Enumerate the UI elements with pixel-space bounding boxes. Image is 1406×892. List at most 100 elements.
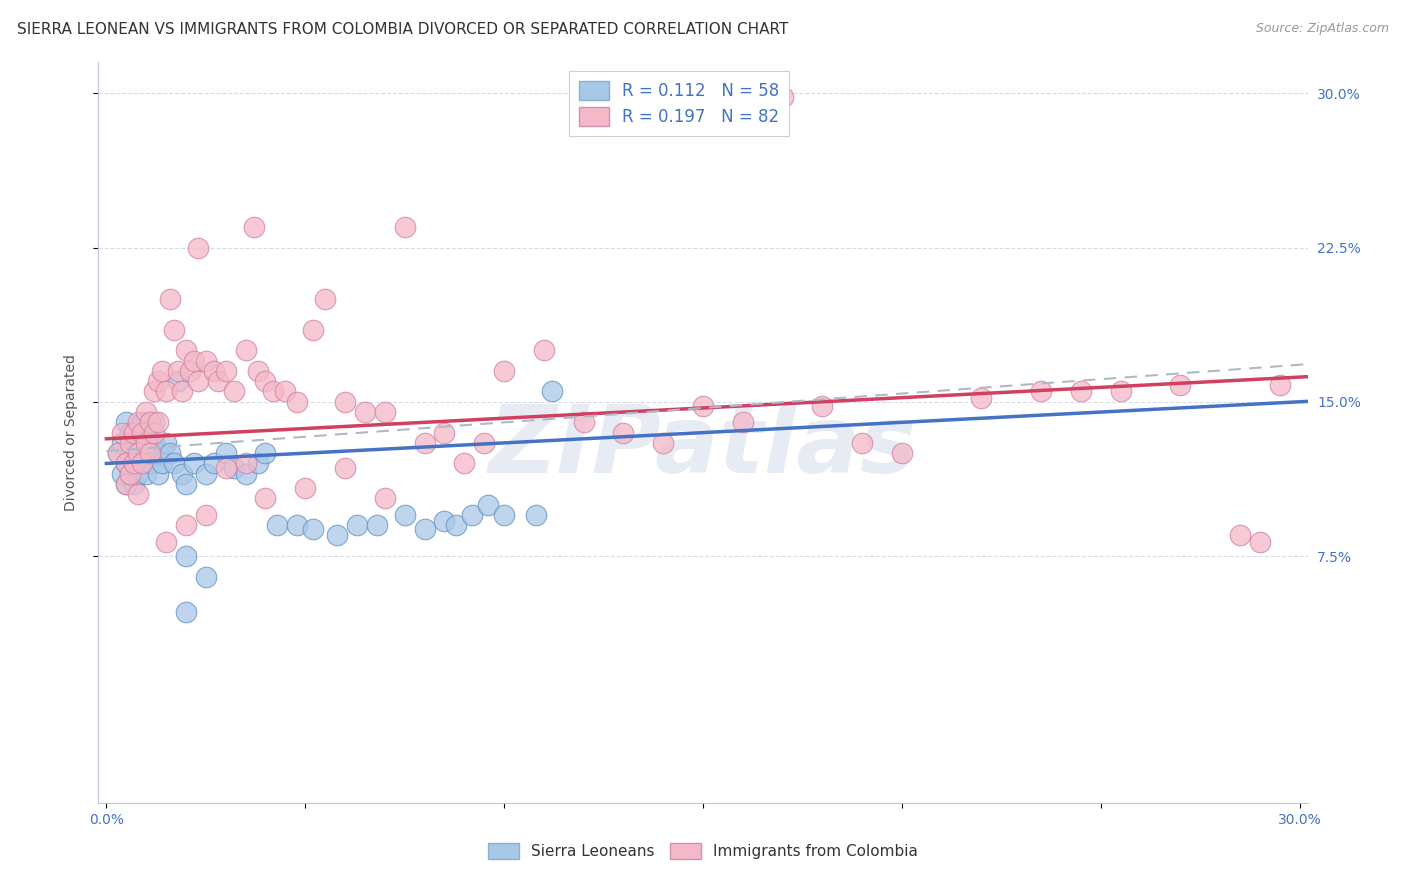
Point xyxy=(143,436,166,450)
Point xyxy=(187,374,209,388)
Point xyxy=(163,457,186,471)
Point xyxy=(772,90,794,104)
Point xyxy=(131,415,153,429)
Point xyxy=(194,508,217,522)
Point xyxy=(222,384,245,399)
Point xyxy=(150,457,173,471)
Point xyxy=(174,605,197,619)
Point xyxy=(1070,384,1092,399)
Point xyxy=(131,457,153,471)
Point xyxy=(194,467,217,481)
Point xyxy=(433,425,456,440)
Point xyxy=(731,415,754,429)
Point xyxy=(326,528,349,542)
Point xyxy=(413,522,436,536)
Point xyxy=(333,460,356,475)
Point xyxy=(127,487,149,501)
Point xyxy=(394,219,416,234)
Point xyxy=(115,477,138,491)
Point xyxy=(159,292,181,306)
Point xyxy=(143,384,166,399)
Point xyxy=(174,518,197,533)
Point xyxy=(120,467,142,481)
Point xyxy=(174,343,197,358)
Point xyxy=(131,425,153,440)
Point xyxy=(122,436,145,450)
Point xyxy=(135,425,157,440)
Point xyxy=(215,446,238,460)
Point xyxy=(120,425,142,440)
Point xyxy=(235,457,257,471)
Point xyxy=(366,518,388,533)
Point xyxy=(120,446,142,460)
Point xyxy=(285,518,308,533)
Point xyxy=(346,518,368,533)
Point xyxy=(111,467,134,481)
Point xyxy=(541,384,564,399)
Point xyxy=(174,549,197,563)
Point xyxy=(970,391,993,405)
Point xyxy=(413,436,436,450)
Point xyxy=(194,353,217,368)
Point xyxy=(302,323,325,337)
Text: ZIPatlas: ZIPatlas xyxy=(489,401,917,493)
Point xyxy=(433,514,456,528)
Point xyxy=(222,460,245,475)
Point xyxy=(174,477,197,491)
Point xyxy=(1029,384,1052,399)
Point xyxy=(155,534,177,549)
Point xyxy=(215,460,238,475)
Point xyxy=(170,384,193,399)
Point xyxy=(524,508,547,522)
Point xyxy=(202,457,225,471)
Point xyxy=(115,415,138,429)
Point xyxy=(811,399,834,413)
Point xyxy=(692,399,714,413)
Point xyxy=(146,446,169,460)
Point xyxy=(333,394,356,409)
Point xyxy=(266,518,288,533)
Point xyxy=(314,292,336,306)
Point xyxy=(1109,384,1132,399)
Point xyxy=(1229,528,1251,542)
Point xyxy=(143,415,166,429)
Point xyxy=(127,446,149,460)
Point xyxy=(354,405,377,419)
Point xyxy=(472,436,495,450)
Point xyxy=(122,477,145,491)
Point xyxy=(146,374,169,388)
Point xyxy=(135,405,157,419)
Point xyxy=(115,457,138,471)
Point xyxy=(139,415,162,429)
Point xyxy=(1168,378,1191,392)
Legend: Sierra Leoneans, Immigrants from Colombia: Sierra Leoneans, Immigrants from Colombi… xyxy=(482,838,924,865)
Point xyxy=(135,436,157,450)
Point xyxy=(183,457,205,471)
Point xyxy=(274,384,297,399)
Point xyxy=(139,436,162,450)
Point xyxy=(163,323,186,337)
Point xyxy=(374,405,396,419)
Point xyxy=(254,446,277,460)
Text: SIERRA LEONEAN VS IMMIGRANTS FROM COLOMBIA DIVORCED OR SEPARATED CORRELATION CHA: SIERRA LEONEAN VS IMMIGRANTS FROM COLOMB… xyxy=(17,22,789,37)
Point xyxy=(131,457,153,471)
Point xyxy=(235,343,257,358)
Point xyxy=(122,425,145,440)
Point xyxy=(851,436,873,450)
Point xyxy=(183,353,205,368)
Point xyxy=(1249,534,1271,549)
Point xyxy=(159,446,181,460)
Point xyxy=(135,467,157,481)
Point xyxy=(302,522,325,536)
Point xyxy=(494,508,516,522)
Point xyxy=(477,498,499,512)
Point xyxy=(115,477,138,491)
Point xyxy=(207,374,229,388)
Point xyxy=(187,240,209,255)
Point xyxy=(254,374,277,388)
Point xyxy=(374,491,396,506)
Point xyxy=(262,384,284,399)
Point xyxy=(294,481,316,495)
Point xyxy=(127,467,149,481)
Point xyxy=(155,436,177,450)
